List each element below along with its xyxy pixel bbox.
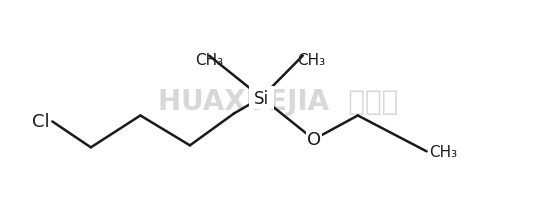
Text: CH₃: CH₃	[297, 52, 325, 67]
FancyBboxPatch shape	[306, 130, 322, 150]
Text: O: O	[307, 131, 321, 149]
Text: Cl: Cl	[32, 113, 49, 131]
FancyBboxPatch shape	[249, 86, 274, 110]
Text: CH₃: CH₃	[429, 144, 458, 159]
Text: CH₃: CH₃	[195, 52, 224, 67]
Text: Si: Si	[254, 89, 269, 107]
Text: HUAXUEJIA  化学加: HUAXUEJIA 化学加	[158, 88, 398, 116]
